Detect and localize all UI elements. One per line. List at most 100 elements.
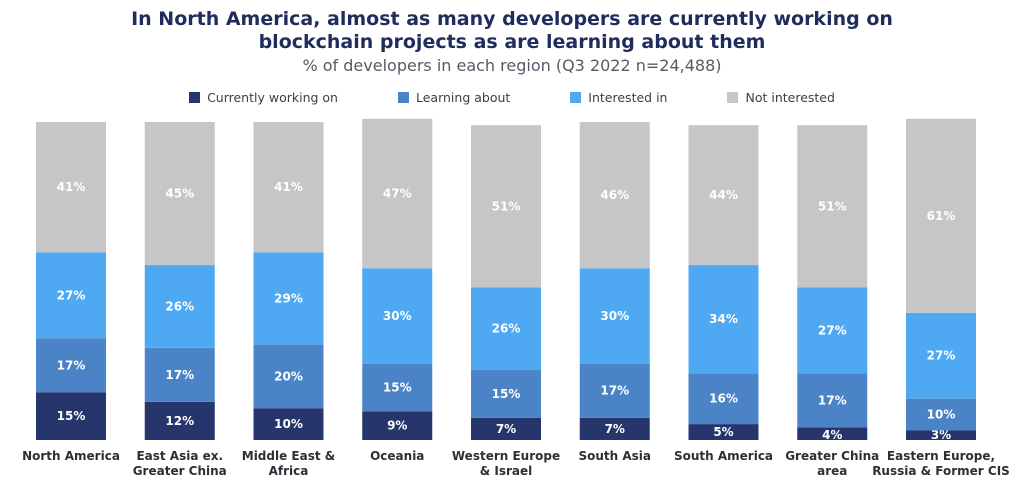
- data-label: 15%: [57, 409, 86, 423]
- bar-segment-not-interested: [797, 125, 868, 288]
- data-label: 15%: [492, 387, 521, 401]
- bar-segment-learning: [36, 338, 106, 393]
- data-label: 44%: [709, 188, 738, 202]
- data-label: 17%: [818, 393, 847, 407]
- category-label-line: South America: [674, 449, 773, 463]
- data-label: 26%: [165, 299, 194, 313]
- bar-segment-current: [579, 417, 650, 440]
- data-label: 4%: [822, 428, 842, 442]
- data-label: 15%: [383, 381, 412, 395]
- legend-label: Learning about: [415, 90, 511, 105]
- data-label: 27%: [927, 349, 956, 363]
- category-label-line: East Asia ex.: [136, 449, 223, 463]
- bar-segment-interested: [579, 268, 650, 364]
- bar-segment-interested: [144, 265, 215, 348]
- bar-segment-not-interested: [906, 118, 976, 313]
- bar-segment-learning: [906, 398, 976, 431]
- legend-label: Currently working on: [207, 90, 338, 105]
- category-label: North America: [22, 449, 120, 463]
- data-label: 10%: [927, 408, 956, 422]
- data-label: 45%: [165, 187, 194, 201]
- category-label: East Asia ex. Greater China: [133, 449, 227, 478]
- bar-segment-learning: [144, 347, 215, 402]
- data-label: 17%: [165, 368, 194, 382]
- bar-segment-interested: [36, 252, 106, 339]
- legend-swatch: [727, 92, 739, 103]
- category-label-line: Eastern Europe,: [887, 449, 995, 463]
- bar-segment-current: [797, 427, 868, 440]
- bar-segment-not-interested: [144, 122, 215, 266]
- data-label: 29%: [274, 291, 303, 305]
- data-label: 27%: [57, 288, 86, 302]
- bar-segment-current: [36, 392, 106, 440]
- bar-segment-interested: [253, 252, 324, 345]
- bar-segment-not-interested: [471, 125, 541, 288]
- chart-title: In North America, almost as many develop…: [0, 8, 1024, 54]
- bar-segment-not-interested: [362, 118, 433, 269]
- category-label: South Asia: [578, 449, 651, 463]
- legend-item-learning-about: Learning about: [397, 90, 511, 105]
- data-label: 10%: [274, 417, 303, 431]
- bar-segment-current: [253, 408, 324, 440]
- chart-subtitle: % of developers in each region (Q3 2022 …: [302, 56, 722, 75]
- category-label: Greater China area: [785, 449, 879, 478]
- bar-segment-not-interested: [36, 122, 106, 253]
- bar-segment-learning: [471, 370, 541, 418]
- bar-segment-learning: [253, 344, 324, 409]
- category-label-line: Oceania: [370, 449, 424, 463]
- bar-segment-not-interested: [688, 125, 759, 266]
- data-label: 20%: [274, 369, 303, 383]
- bar-segment-learning: [688, 373, 759, 425]
- legend-item-not-interested: Not interested: [727, 90, 835, 105]
- data-label: 51%: [818, 199, 847, 213]
- category-label: Western Europe & Israel: [452, 449, 560, 478]
- data-label: 46%: [600, 188, 629, 202]
- category-label-line: Russia & Former CIS: [872, 464, 1010, 478]
- bar-segment-interested: [688, 265, 759, 374]
- bar-segment-not-interested: [253, 122, 324, 253]
- chart-title-text: In North America, almost as many develop…: [131, 8, 893, 53]
- legend-item-interested-in: Interested in: [570, 90, 667, 105]
- category-label: Oceania: [370, 449, 424, 463]
- bar-segment-current: [362, 411, 433, 440]
- category-label: Eastern Europe, Russia & Former CIS: [872, 449, 1010, 478]
- data-label: 17%: [57, 358, 86, 372]
- bar-segment-current: [906, 430, 976, 440]
- data-label: 3%: [931, 428, 951, 442]
- data-label: 7%: [496, 422, 516, 436]
- bar-segment-not-interested: [579, 122, 650, 269]
- category-label-line: Greater China: [133, 464, 227, 478]
- category-label-line: Africa: [269, 464, 309, 478]
- legend-item-currently-working: Currently working on: [189, 90, 338, 105]
- bar-segment-interested: [362, 268, 433, 364]
- bar-segment-current: [471, 417, 541, 440]
- data-label: 9%: [387, 419, 407, 433]
- category-label-line: South Asia: [578, 449, 651, 463]
- bar-segment-learning: [797, 373, 868, 428]
- legend: Currently working on Learning about Inte…: [0, 90, 1024, 105]
- category-label: Middle East & Africa: [242, 449, 335, 478]
- category-label-line: area: [817, 464, 847, 478]
- legend-swatch: [570, 92, 582, 103]
- data-label: 30%: [383, 309, 412, 323]
- data-label: 17%: [600, 384, 629, 398]
- bar-segment-current: [688, 424, 759, 440]
- legend-label: Not interested: [745, 90, 835, 105]
- bar-segment-interested: [906, 312, 976, 399]
- bar-segment-learning: [579, 363, 650, 418]
- data-label: 12%: [165, 414, 194, 428]
- data-label: 30%: [600, 309, 629, 323]
- legend-swatch: [397, 92, 409, 103]
- data-label: 5%: [713, 425, 733, 439]
- bar-segment-interested: [797, 287, 868, 374]
- category-label-line: North America: [22, 449, 120, 463]
- category-label-line: Middle East &: [242, 449, 335, 463]
- data-label: 27%: [818, 323, 847, 337]
- data-label: 26%: [492, 322, 521, 336]
- bar-segment-interested: [471, 287, 541, 371]
- data-label: 41%: [274, 180, 303, 194]
- category-label-line: Western Europe: [452, 449, 560, 463]
- data-label: 41%: [57, 180, 86, 194]
- data-label: 16%: [709, 392, 738, 406]
